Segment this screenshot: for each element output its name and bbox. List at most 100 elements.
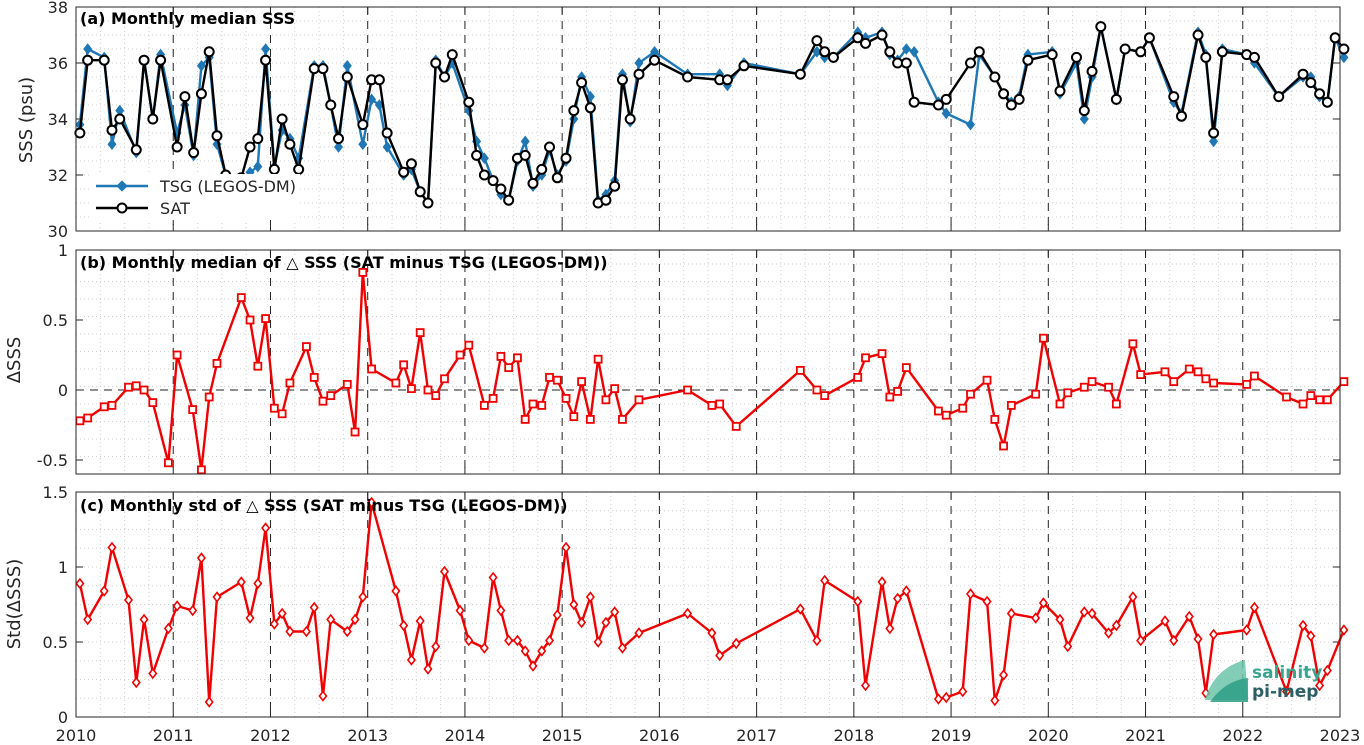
data-point [561, 541, 571, 554]
data-point [326, 391, 336, 401]
panel-b: -0.5 0 0.5 1 (b) Monthly median of △ SSS (S… [4, 241, 1349, 475]
data-point [860, 37, 872, 49]
plot-layer: -0.5 0 0.5 1 [37, 241, 1349, 475]
data-point [990, 694, 1000, 707]
y-tick-label: 0 [58, 708, 68, 727]
data-point [479, 152, 489, 165]
data-point [350, 613, 360, 626]
data-point [958, 403, 968, 413]
data-point [933, 693, 943, 705]
y-tick-label: 32 [48, 166, 68, 185]
data-point [309, 601, 319, 614]
data-point [1322, 395, 1332, 405]
data-point [1200, 51, 1212, 63]
data-point [284, 138, 296, 150]
logo-line2: pi-mep [1252, 682, 1318, 702]
data-point [990, 414, 1000, 424]
data-point [293, 163, 305, 175]
data-point [439, 565, 450, 578]
data-point [463, 96, 475, 108]
data-point [309, 372, 319, 382]
data-point [528, 399, 538, 409]
data-point [520, 414, 530, 424]
data-point [261, 43, 271, 55]
data-point [1184, 364, 1194, 374]
y-tick-label: -0.5 [37, 451, 68, 470]
data-point [601, 395, 611, 405]
data-point [1298, 619, 1308, 632]
data-point [496, 351, 506, 361]
data-point [269, 403, 279, 413]
data-point [439, 71, 451, 83]
data-point [399, 619, 409, 632]
data-point [98, 54, 110, 66]
data-point [982, 375, 992, 385]
data-point [75, 416, 85, 426]
data-point [569, 598, 579, 611]
data-point [998, 88, 1010, 100]
data-point [317, 63, 329, 75]
data-point [545, 634, 555, 647]
data-point [357, 119, 369, 131]
data-point [544, 141, 556, 153]
data-point [884, 46, 896, 58]
data-point [820, 391, 830, 401]
data-point [1079, 382, 1089, 392]
data-point [197, 465, 206, 475]
data-point [966, 118, 976, 131]
data-point [407, 384, 416, 394]
data-point [634, 57, 644, 69]
data-point [900, 57, 912, 69]
data-point [568, 105, 580, 117]
data-point [519, 149, 531, 161]
data-point [738, 60, 750, 72]
data-point [649, 54, 661, 66]
data-point [367, 496, 377, 509]
data-point [1169, 377, 1179, 387]
data-point [1306, 630, 1316, 642]
data-point [188, 147, 200, 159]
data-point [1022, 54, 1034, 66]
data-point [1031, 612, 1041, 624]
data-point [1013, 93, 1025, 105]
data-point [610, 606, 620, 618]
data-point [382, 141, 392, 153]
data-point [966, 389, 975, 399]
data-point [504, 634, 514, 647]
panel-c: 0 0.5 1 1.5 2010 2011 2012 2013 2014 2015 2016 2017… [4, 483, 1360, 745]
data-point [196, 552, 206, 564]
data-point [114, 113, 126, 125]
data-point [123, 594, 134, 606]
data-point [707, 627, 717, 639]
data-point [520, 135, 530, 148]
data-point [966, 588, 976, 600]
data-point [999, 669, 1009, 681]
data-point [504, 363, 514, 373]
data-point [876, 29, 888, 41]
data-point [148, 667, 158, 680]
data-point [455, 604, 465, 617]
data-point [398, 166, 410, 178]
data-point [107, 138, 117, 151]
x-tick-label: 2013 [347, 726, 388, 745]
data-point [1297, 68, 1309, 80]
data-point [326, 613, 336, 626]
data-point [285, 625, 295, 638]
data-point [683, 607, 693, 620]
data-point [965, 57, 977, 69]
data-point [795, 603, 805, 615]
data-point [391, 585, 401, 597]
data-point [261, 522, 271, 534]
series-delta-sss [75, 267, 1349, 475]
data-point [616, 74, 628, 86]
data-point [520, 645, 530, 657]
data-point [107, 400, 117, 410]
data-point [268, 163, 280, 175]
data-point [245, 315, 255, 325]
data-point [901, 585, 911, 597]
data-point [1006, 607, 1016, 620]
data-point [1087, 607, 1097, 620]
data-point [124, 382, 133, 392]
data-point [252, 133, 264, 145]
data-point [1169, 634, 1179, 647]
